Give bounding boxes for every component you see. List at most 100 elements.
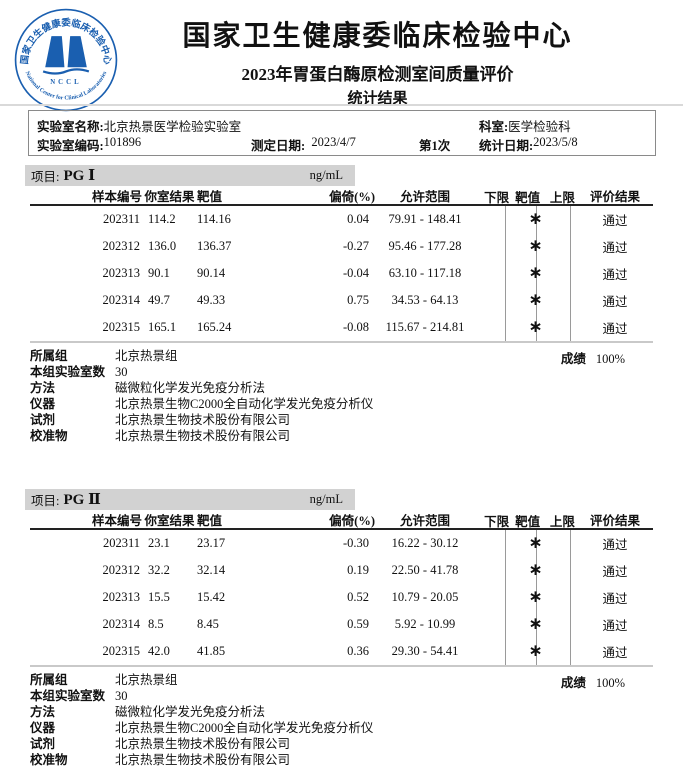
allowed-range: 22.50 - 41.78 <box>391 563 459 577</box>
sample-id: 202314 <box>102 293 141 307</box>
col-sample: 样本编号 <box>91 190 142 204</box>
table-row: 202315 165.1 165.24 -0.08 115.67 - 214.8… <box>30 314 653 341</box>
col-result: 你室结果 <box>144 514 195 528</box>
group-row: 所属组 北京热景组 <box>30 673 178 687</box>
lab-result: 165.1 <box>148 320 177 334</box>
lab-result: 15.5 <box>148 590 170 604</box>
col-plot: 下限 靶值 上限 <box>483 510 577 529</box>
col-range: 允许范围 <box>399 190 450 204</box>
range-plot: ∗ <box>483 206 577 233</box>
header-divider <box>0 104 683 106</box>
sample-id: 202315 <box>102 644 141 658</box>
table-row: 202311 114.2 114.16 0.04 79.91 - 148.41 … <box>30 206 653 233</box>
allowed-range: 79.91 - 148.41 <box>388 212 462 226</box>
report-header: 国家卫生健康委临床检验中心 National Center for Clinic… <box>0 0 683 112</box>
allowed-range: 95.46 - 177.28 <box>388 239 462 253</box>
table-header-row: 样本编号 你室结果 靶值 偏倚(%) 允许范围 下限 靶值 上限 评价结果 <box>30 510 653 530</box>
evaluation-result: 通过 <box>602 646 628 660</box>
col-result: 你室结果 <box>144 190 195 204</box>
result-marker: ∗ <box>528 613 543 634</box>
lab-result: 42.0 <box>148 644 170 658</box>
evaluation-result: 通过 <box>602 322 628 336</box>
group-name: 北京热景组 <box>115 349 178 363</box>
department: 科室: 医学检验科 <box>479 120 571 134</box>
section-pg1: 项目: PG Ⅰ ng/mL 样本编号 你室结果 靶值 偏倚(%) 允许范围 下… <box>0 165 683 444</box>
table-header-row: 样本编号 你室结果 靶值 偏倚(%) 允许范围 下限 靶值 上限 评价结果 <box>30 186 653 206</box>
calibrator: 北京热景生物技术股份有限公司 <box>115 429 291 443</box>
group-row: 本组实验室数 30 <box>30 689 128 703</box>
col-eval: 评价结果 <box>589 190 640 204</box>
lab-result: 8.5 <box>148 617 164 631</box>
sample-id: 202313 <box>102 590 141 604</box>
allowed-range: 5.92 - 10.99 <box>394 617 456 631</box>
lab-count: 30 <box>115 365 128 379</box>
range-plot: ∗ <box>483 233 577 260</box>
group-row: 试剂 北京热景生物技术股份有限公司 <box>30 737 291 751</box>
table-body: 202311 23.1 23.17 -0.30 16.22 - 30.12 ∗ … <box>30 530 653 667</box>
evaluation-result: 通过 <box>602 295 628 309</box>
target-value: 8.45 <box>197 617 219 631</box>
report-subtitle-2: 统计结果 <box>347 91 408 107</box>
score: 成绩 100% <box>560 676 625 690</box>
col-target: 靶值 <box>197 190 223 204</box>
instrument: 北京热景生物C2000全自动化学发光免疫分析仪 <box>115 721 374 735</box>
col-bias: 偏倚(%) <box>329 190 375 204</box>
range-plot: ∗ <box>483 314 577 341</box>
col-plot: 下限 靶值 上限 <box>483 186 577 205</box>
range-plot: ∗ <box>483 611 577 638</box>
sample-id: 202315 <box>102 320 141 334</box>
org-title: 国家卫生健康委临床检验中心 <box>182 21 573 52</box>
col-sample: 样本编号 <box>91 514 142 528</box>
sample-id: 202314 <box>102 617 141 631</box>
col-upper: 上限 <box>549 515 575 529</box>
col-range: 允许范围 <box>399 514 450 528</box>
sample-id: 202313 <box>102 266 141 280</box>
table-row: 202312 136.0 136.37 -0.27 95.46 - 177.28… <box>30 233 653 260</box>
bias-value: -0.04 <box>342 266 369 280</box>
lab-code: 实验室编码: 101896 <box>37 135 142 153</box>
calibrator: 北京热景生物技术股份有限公司 <box>115 753 291 767</box>
target-value: 15.42 <box>197 590 226 604</box>
col-bias: 偏倚(%) <box>329 514 375 528</box>
score-value: 100% <box>595 352 625 366</box>
bias-value: 0.19 <box>347 563 369 577</box>
col-target-line: 靶值 <box>515 515 541 529</box>
section-pg2: 项目: PG Ⅱ ng/mL 样本编号 你室结果 靶值 偏倚(%) 允许范围 下… <box>0 489 683 768</box>
sample-id: 202311 <box>102 212 140 226</box>
bias-value: 0.59 <box>347 617 369 631</box>
target-value: 136.37 <box>197 239 232 253</box>
allowed-range: 10.79 - 20.05 <box>391 590 459 604</box>
item-label: 项目: <box>31 494 60 508</box>
round-number: 第1次 <box>419 139 451 153</box>
group-info: 所属组 北京热景组 本组实验室数 30 方法 磁微粒化学发光免疫分析法 仪器 北京热景生… <box>30 672 653 768</box>
bias-value: 0.36 <box>347 644 369 658</box>
group-row: 校准物 北京热景生物技术股份有限公司 <box>30 429 291 443</box>
allowed-range: 63.10 - 117.18 <box>388 266 462 280</box>
target-value: 41.85 <box>197 644 226 658</box>
results-table: 样本编号 你室结果 靶值 偏倚(%) 允许范围 下限 靶值 上限 评价结果 20… <box>30 510 653 667</box>
evaluation-result: 通过 <box>602 538 628 552</box>
col-upper: 上限 <box>549 191 575 205</box>
evaluation-result: 通过 <box>602 592 628 606</box>
result-marker: ∗ <box>528 640 543 661</box>
range-plot: ∗ <box>483 557 577 584</box>
report-subtitle: 2023年胃蛋白酶原检测室间质量评价 <box>241 65 514 84</box>
allowed-range: 115.67 - 214.81 <box>385 320 465 334</box>
target-value: 32.14 <box>197 563 226 577</box>
test-date: 测定日期: 2023/4/7 <box>251 135 356 153</box>
range-plot: ∗ <box>483 638 577 665</box>
bias-value: -0.27 <box>342 239 369 253</box>
group-row: 方法 磁微粒化学发光免疫分析法 <box>30 381 266 395</box>
result-marker: ∗ <box>528 532 543 553</box>
bias-value: 0.04 <box>347 212 369 226</box>
lab-count: 30 <box>115 689 128 703</box>
lab-result: 90.1 <box>148 266 170 280</box>
evaluation-result: 通过 <box>602 241 628 255</box>
col-lower: 下限 <box>484 515 510 529</box>
table-body: 202311 114.2 114.16 0.04 79.91 - 148.41 … <box>30 206 653 343</box>
col-target-line: 靶值 <box>515 191 541 205</box>
target-value: 90.14 <box>197 266 226 280</box>
score: 成绩 100% <box>560 352 625 366</box>
evaluation-result: 通过 <box>602 214 628 228</box>
target-value: 114.16 <box>197 212 231 226</box>
